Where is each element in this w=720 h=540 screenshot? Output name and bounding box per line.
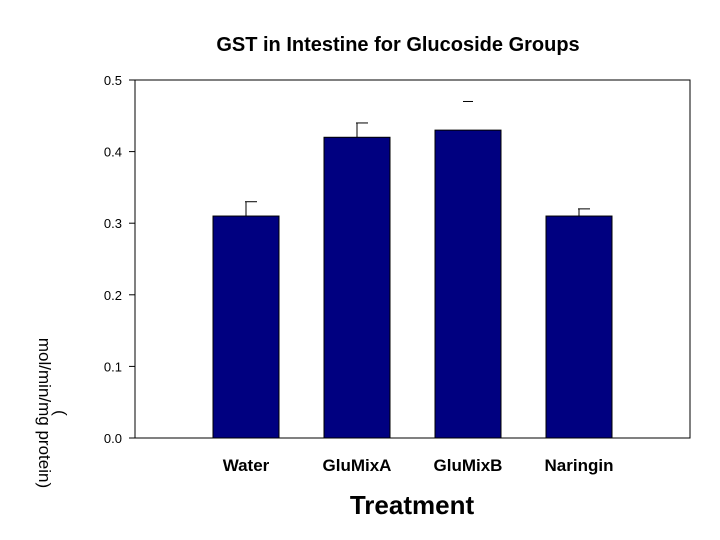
bars-group [212, 129, 613, 439]
y-tick-label: 0.1 [104, 359, 122, 374]
x-tick-labels: Water GluMixA GluMixB Naringin [223, 456, 614, 475]
x-tick-label-water: Water [223, 456, 270, 475]
bar-naringin [545, 215, 613, 439]
x-axis-label: Treatment [350, 490, 475, 520]
bar-glumixa [323, 136, 391, 439]
x-tick-label-naringin: Naringin [545, 456, 614, 475]
y-axis: 0.0 0.1 0.2 0.3 0.4 0.5 [104, 73, 135, 446]
y-tick-label: 0.4 [104, 145, 122, 160]
y-tick-label: 0.3 [104, 216, 122, 231]
y-tick-label: 0.2 [104, 288, 122, 303]
bar-glumixb [434, 129, 502, 439]
plot-frame [134, 79, 691, 439]
error-bars-group [245, 100, 590, 217]
chart-title: GST in Intestine for Glucoside Groups [216, 34, 579, 56]
y-tick-label: 0.0 [104, 431, 122, 446]
y-axis-label-line-2: ( [51, 410, 70, 416]
x-tick-label-glumixa: GluMixA [323, 456, 392, 475]
y-axis-label-line-1: mol/min/mg protein) [35, 338, 54, 488]
x-tick-label-glumixb: GluMixB [434, 456, 503, 475]
bar-water [212, 215, 280, 439]
y-tick-label: 0.5 [104, 73, 122, 88]
